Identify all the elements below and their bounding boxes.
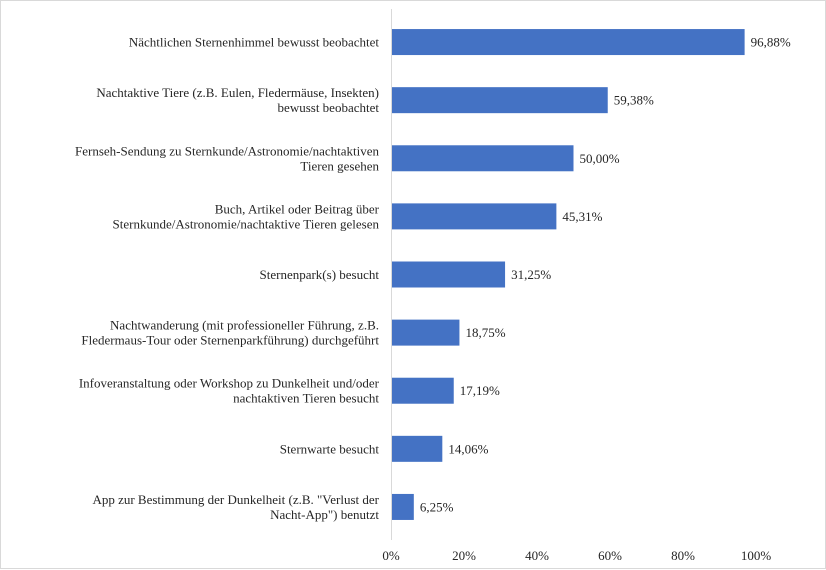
value-label-3: 45,31% xyxy=(562,209,602,224)
category-label-5: Nachtwanderung (mit professioneller Führ… xyxy=(81,318,379,348)
value-label-4: 31,25% xyxy=(511,267,551,282)
category-label-7: Sternwarte besucht xyxy=(280,441,380,456)
category-label-5-line-1: Fledermaus-Tour oder Sternenparkführung)… xyxy=(81,333,379,348)
x-tick-label-0: 0% xyxy=(382,548,400,563)
bar-0 xyxy=(391,29,745,56)
value-labels-group: 96,88% 59,38% 50,00% 45,31% 31,25% 18,75% 17,1… xyxy=(420,35,791,515)
category-label-1-line-0: Nachtaktive Tiere (z.B. Eulen, Fledermäu… xyxy=(96,85,379,100)
category-label-7-line-0: Sternwarte besucht xyxy=(280,441,380,456)
category-label-3: Buch, Artikel oder Beitrag über Sternkund… xyxy=(113,201,380,231)
category-label-2: Fernseh-Sendung zu Sternkunde/Astronomie… xyxy=(75,143,379,173)
x-tick-label-5: 100% xyxy=(741,548,772,563)
category-labels-group: Nächtlichen Sternenhimmel bewusst beobac… xyxy=(75,35,380,522)
category-label-6-line-1: nachtaktiven Tieren besucht xyxy=(233,391,379,406)
value-label-1: 59,38% xyxy=(614,93,654,108)
category-label-6-line-0: Infoveranstaltung oder Workshop zu Dunke… xyxy=(79,376,380,391)
category-label-8-line-1: Nacht-App") benutzt xyxy=(270,507,379,522)
value-label-7: 14,06% xyxy=(448,441,488,456)
category-label-5-line-0: Nachtwanderung (mit professioneller Führ… xyxy=(110,318,379,333)
bar-4 xyxy=(391,261,506,288)
category-label-2-line-1: Tieren gesehen xyxy=(300,158,379,173)
bar-8 xyxy=(391,493,414,520)
x-tick-label-1: 20% xyxy=(452,548,476,563)
category-label-0: Nächtlichen Sternenhimmel bewusst beobac… xyxy=(129,35,380,50)
category-label-4: Sternenpark(s) besucht xyxy=(260,267,380,282)
value-label-0: 96,88% xyxy=(751,35,791,50)
value-label-2: 50,00% xyxy=(580,151,620,166)
category-label-4-line-0: Sternenpark(s) besucht xyxy=(260,267,380,282)
x-tick-label-2: 40% xyxy=(525,548,549,563)
category-label-1: Nachtaktive Tiere (z.B. Eulen, Fledermäu… xyxy=(96,85,379,115)
bar-5 xyxy=(391,319,460,346)
category-label-6: Infoveranstaltung oder Workshop zu Dunke… xyxy=(79,376,380,406)
bar-3 xyxy=(391,203,557,230)
bar-7 xyxy=(391,435,443,462)
category-label-8-line-0: App zur Bestimmung der Dunkelheit (z.B. … xyxy=(92,492,379,507)
category-label-2-line-0: Fernseh-Sendung zu Sternkunde/Astronomie… xyxy=(75,143,379,158)
x-tick-label-3: 60% xyxy=(598,548,622,563)
value-label-6: 17,19% xyxy=(460,383,500,398)
category-label-0-line-0: Nächtlichen Sternenhimmel bewusst beobac… xyxy=(129,35,380,50)
value-label-5: 18,75% xyxy=(465,325,505,340)
category-label-3-line-1: Sternkunde/Astronomie/nachtaktive Tieren… xyxy=(113,216,380,231)
x-axis-ticks-group: 0% 20% 40% 60% 80% 100% xyxy=(382,548,771,563)
value-label-8: 6,25% xyxy=(420,499,454,514)
category-label-3-line-0: Buch, Artikel oder Beitrag über xyxy=(215,201,380,216)
x-tick-label-4: 80% xyxy=(671,548,695,563)
category-label-1-line-1: bewusst beobachtet xyxy=(278,100,380,115)
bar-6 xyxy=(391,377,454,404)
bar-2 xyxy=(391,145,574,172)
category-label-8: App zur Bestimmung der Dunkelheit (z.B. … xyxy=(92,492,379,522)
bar-1 xyxy=(391,87,608,114)
bars-group xyxy=(391,29,745,520)
